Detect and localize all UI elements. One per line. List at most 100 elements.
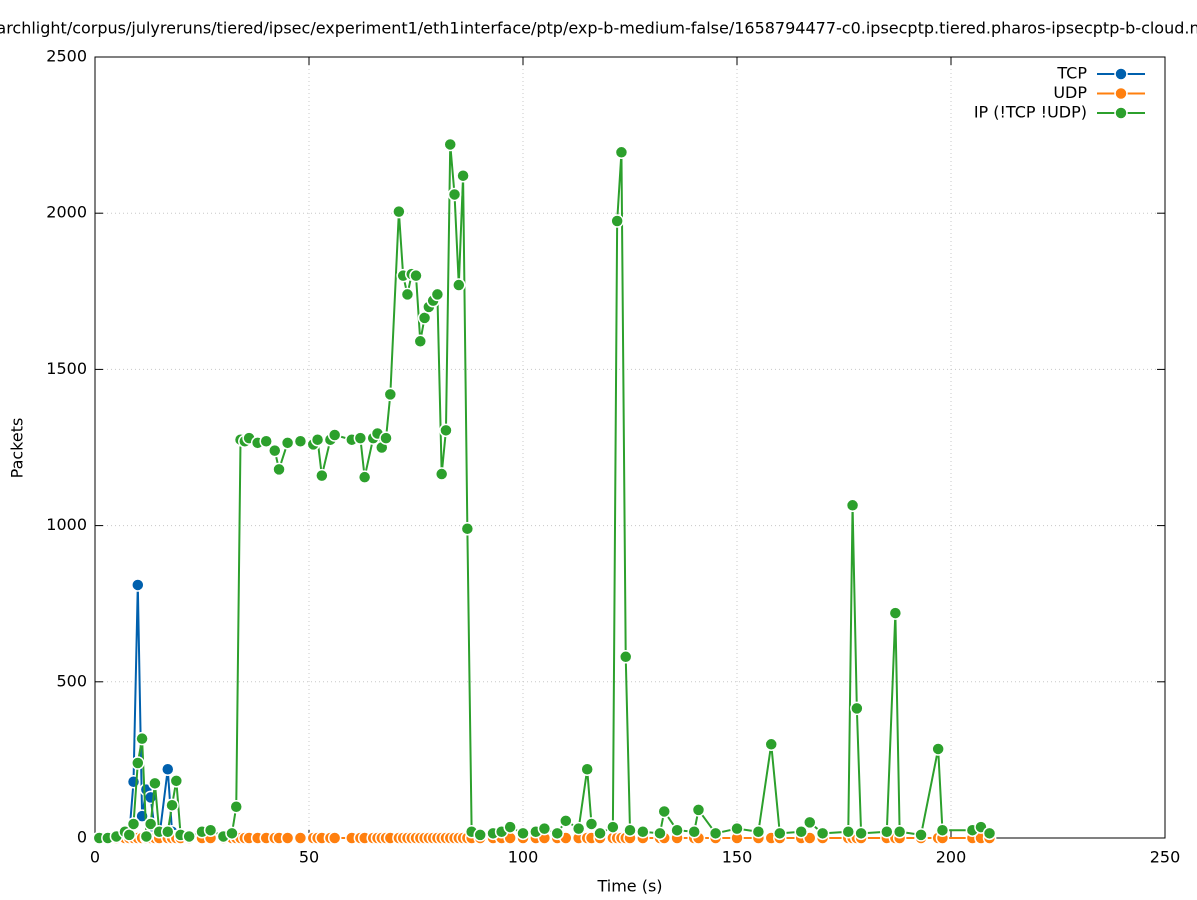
data-point	[169, 774, 184, 788]
data-point	[135, 731, 149, 746]
data-point	[400, 287, 415, 302]
data-point	[139, 829, 154, 844]
data-point	[327, 831, 342, 845]
data-point	[571, 821, 586, 836]
data-point	[618, 650, 633, 664]
data-point	[687, 825, 701, 839]
data-point	[914, 828, 928, 842]
x-tick-label: 50	[299, 848, 319, 867]
x-tick-label: 0	[90, 848, 100, 867]
y-tick-label: 500	[56, 671, 87, 690]
data-point	[383, 387, 398, 402]
data-point	[203, 823, 218, 837]
data-point	[559, 814, 573, 828]
legend-marker	[1114, 86, 1128, 101]
x-tick-label: 200	[936, 848, 967, 867]
data-point	[845, 498, 860, 513]
data-point	[259, 434, 273, 449]
data-point	[670, 823, 684, 837]
y-tick-label: 1500	[46, 359, 87, 378]
data-point	[456, 168, 470, 183]
data-point	[392, 204, 406, 219]
data-point	[610, 214, 624, 228]
data-point	[161, 762, 175, 777]
data-point	[182, 829, 196, 844]
data-point	[131, 578, 145, 592]
legend-label: IP (!TCP !UDP)	[974, 103, 1087, 122]
data-point	[293, 434, 308, 449]
data-point	[614, 145, 629, 160]
data-point	[657, 804, 671, 819]
data-point	[310, 432, 325, 447]
data-point	[443, 137, 457, 152]
data-point	[815, 826, 830, 841]
x-tick-label: 100	[508, 848, 539, 867]
data-point	[357, 470, 372, 484]
data-point	[434, 467, 449, 481]
data-point	[841, 825, 856, 839]
data-point	[272, 462, 286, 477]
data-point	[593, 826, 607, 841]
data-point	[880, 825, 894, 839]
legend-marker	[1114, 67, 1128, 81]
data-point	[516, 826, 530, 841]
data-point	[892, 825, 907, 839]
data-point	[126, 817, 141, 831]
chart-title: archlight/corpus/julyreruns/tiered/ipsec…	[0, 19, 1197, 38]
data-point	[161, 825, 175, 839]
data-point	[225, 826, 239, 841]
data-point	[268, 443, 282, 458]
data-point	[803, 815, 817, 830]
data-point	[850, 701, 864, 716]
data-point	[584, 817, 599, 831]
data-point	[606, 820, 620, 834]
y-tick-label: 1000	[46, 515, 87, 534]
data-point	[794, 825, 808, 839]
data-point	[691, 803, 706, 817]
data-point	[165, 798, 179, 812]
data-point	[143, 817, 158, 831]
legend-label: UDP	[1053, 83, 1087, 102]
data-point	[550, 826, 564, 841]
data-point	[430, 287, 445, 302]
data-point	[773, 826, 787, 841]
data-point	[503, 820, 517, 834]
data-point	[379, 431, 393, 445]
data-point	[537, 821, 552, 836]
data-point	[730, 821, 744, 836]
data-point	[931, 742, 945, 756]
data-point	[409, 268, 423, 283]
data-point	[473, 828, 487, 842]
data-point	[708, 826, 723, 841]
data-point	[413, 334, 428, 349]
legend-label: TCP	[1056, 64, 1087, 83]
data-point	[935, 823, 950, 837]
legend-marker	[1114, 106, 1128, 120]
data-point	[580, 762, 594, 777]
data-point	[982, 826, 997, 841]
y-tick-label: 2500	[46, 47, 87, 66]
data-point	[293, 831, 308, 845]
y-tick-label: 2000	[46, 203, 87, 222]
data-point	[460, 521, 475, 536]
data-point	[653, 826, 667, 841]
data-point	[447, 187, 462, 202]
data-point	[131, 756, 145, 770]
series-line	[99, 144, 991, 839]
data-point	[315, 468, 329, 483]
data-point	[636, 825, 650, 839]
data-point	[854, 826, 868, 841]
data-point	[327, 428, 342, 442]
x-tick-label: 150	[722, 848, 753, 867]
x-tick-label: 250	[1150, 848, 1181, 867]
data-point	[229, 800, 243, 814]
data-point	[452, 278, 466, 292]
data-point	[623, 823, 637, 837]
y-axis-label: Packets	[8, 418, 27, 479]
y-tick-label: 0	[77, 828, 87, 847]
data-point	[280, 831, 295, 845]
data-point	[439, 423, 453, 438]
data-point	[764, 737, 778, 752]
data-point	[888, 606, 903, 620]
